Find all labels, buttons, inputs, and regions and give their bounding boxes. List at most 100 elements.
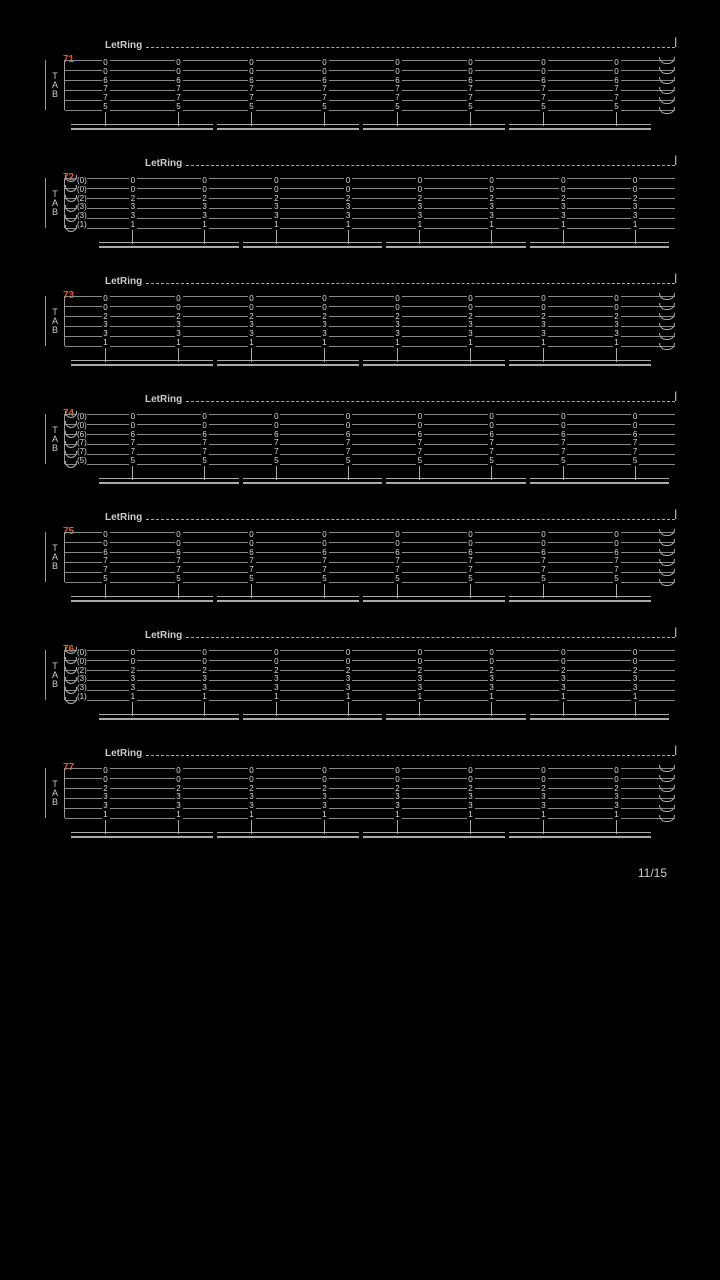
fret-number: 5 [540, 102, 548, 112]
beam-group [71, 360, 213, 366]
tab-staff: 0067750067750067750067750067750067750067… [65, 60, 657, 110]
tab-clef: TAB [45, 414, 65, 464]
note-column: 002331 [559, 178, 567, 228]
fret-number: 1 [102, 810, 110, 820]
fret-number: 1 [416, 220, 424, 230]
note-column: 006775 [272, 414, 280, 464]
beam-groups [93, 714, 675, 720]
note-column: 002331 [102, 296, 110, 346]
fret-number: 1 [613, 810, 621, 820]
fret-number: 5 [613, 102, 621, 112]
beam-group [99, 478, 239, 484]
letring-row: LetRing [45, 512, 675, 524]
string-line [93, 464, 675, 465]
measures-container: LetRing71TAB0067750067750067750067750067… [45, 40, 675, 818]
note-column: 006775 [559, 414, 567, 464]
fret-number: 1 [540, 338, 548, 348]
letring-dashes [186, 159, 675, 166]
fret-number: 5 [631, 456, 639, 466]
note-columns: 0023310023310023310023310023310023310023… [65, 296, 657, 346]
fret-number: 1 [321, 338, 329, 348]
fret-number: 1 [559, 692, 567, 702]
string-line [93, 700, 675, 701]
tab-staff: 0023310023310023310023310023310023310023… [93, 178, 675, 228]
beam-group [386, 242, 526, 248]
note-column: 002331 [321, 768, 329, 818]
beam-groups [93, 478, 675, 484]
fret-number: 5 [321, 574, 329, 584]
fret-number: 5 [394, 574, 402, 584]
tab-page: LetRing71TAB0067750067750067750067750067… [0, 0, 720, 910]
note-column: 002331 [613, 296, 621, 346]
letring-row: LetRing [45, 394, 675, 406]
beam-group [530, 242, 670, 248]
note-column: 002331 [272, 178, 280, 228]
note-column: 002331 [416, 650, 424, 700]
tab-clef: TAB [45, 532, 65, 582]
note-column: 002331 [467, 768, 475, 818]
fret-number: 1 [344, 220, 352, 230]
fret-number: 1 [488, 220, 496, 230]
staff-wrap: TAB0067750067750067750067750067750067750… [45, 60, 675, 110]
note-column: 002331 [248, 296, 256, 346]
letring-label: LetRing [105, 512, 142, 523]
note-column: 002331 [201, 650, 209, 700]
fret-number: 5 [175, 574, 183, 584]
beam-group [509, 832, 651, 838]
fret-number: 1 [467, 338, 475, 348]
beam-group [363, 596, 505, 602]
letring-row: LetRing [45, 748, 675, 760]
note-column: 002331 [613, 768, 621, 818]
note-column: 006775 [394, 60, 402, 110]
note-column: 002331 [631, 650, 639, 700]
note-column: 002331 [488, 650, 496, 700]
beam-group [243, 242, 383, 248]
letring-dashes [146, 41, 675, 48]
note-column: 006775 [540, 532, 548, 582]
page-number: 11/15 [45, 866, 675, 880]
fret-number: 1 [175, 338, 183, 348]
beam-groups [93, 242, 675, 248]
fret-number: 1 [201, 220, 209, 230]
measure-block: LetRing73TAB0023310023310023310023310023… [45, 276, 675, 346]
beam-groups [65, 832, 657, 838]
fret-number: 5 [559, 456, 567, 466]
measure-block: LetRing75TAB0067750067750067750067750067… [45, 512, 675, 582]
tab-clef: TAB [45, 650, 65, 700]
fret-number: 1 [631, 692, 639, 702]
beam-group [530, 478, 670, 484]
fret-number: 5 [344, 456, 352, 466]
fret-number: 5 [467, 574, 475, 584]
fret-number-paren: (1) [77, 220, 87, 230]
note-columns: 0023310023310023310023310023310023310023… [93, 178, 675, 228]
note-column: 002331 [416, 178, 424, 228]
note-column: 002331 [540, 768, 548, 818]
note-column: 002331 [344, 650, 352, 700]
note-column: 002331 [248, 768, 256, 818]
fret-number: 1 [467, 810, 475, 820]
staff-wrap: TAB0023310023310023310023310023310023310… [45, 296, 675, 346]
note-column: 002331 [540, 296, 548, 346]
fret-number: 5 [540, 574, 548, 584]
beam-group [71, 124, 213, 130]
fret-number: 1 [248, 810, 256, 820]
beam-group [363, 124, 505, 130]
beam-group [509, 124, 651, 130]
fret-number: 1 [272, 692, 280, 702]
fret-number: 1 [129, 220, 137, 230]
fret-number: 5 [175, 102, 183, 112]
note-column: 002331 [175, 296, 183, 346]
note-column: 002331 [175, 768, 183, 818]
start-tie-region: (0)(0)(6)(7)(7)(5) [65, 414, 93, 464]
note-column: 002331 [102, 768, 110, 818]
staff-wrap: TAB(0)(0)(6)(7)(7)(5)0067750067750067750… [45, 414, 675, 464]
note-column: 006775 [248, 532, 256, 582]
letring-dashes [146, 749, 675, 756]
beam-groups [65, 596, 657, 602]
beam-group [509, 596, 651, 602]
note-column: 006775 [613, 532, 621, 582]
beam-group [363, 360, 505, 366]
fret-number: 5 [129, 456, 137, 466]
letring-label: LetRing [145, 158, 182, 169]
beam-group [243, 714, 383, 720]
